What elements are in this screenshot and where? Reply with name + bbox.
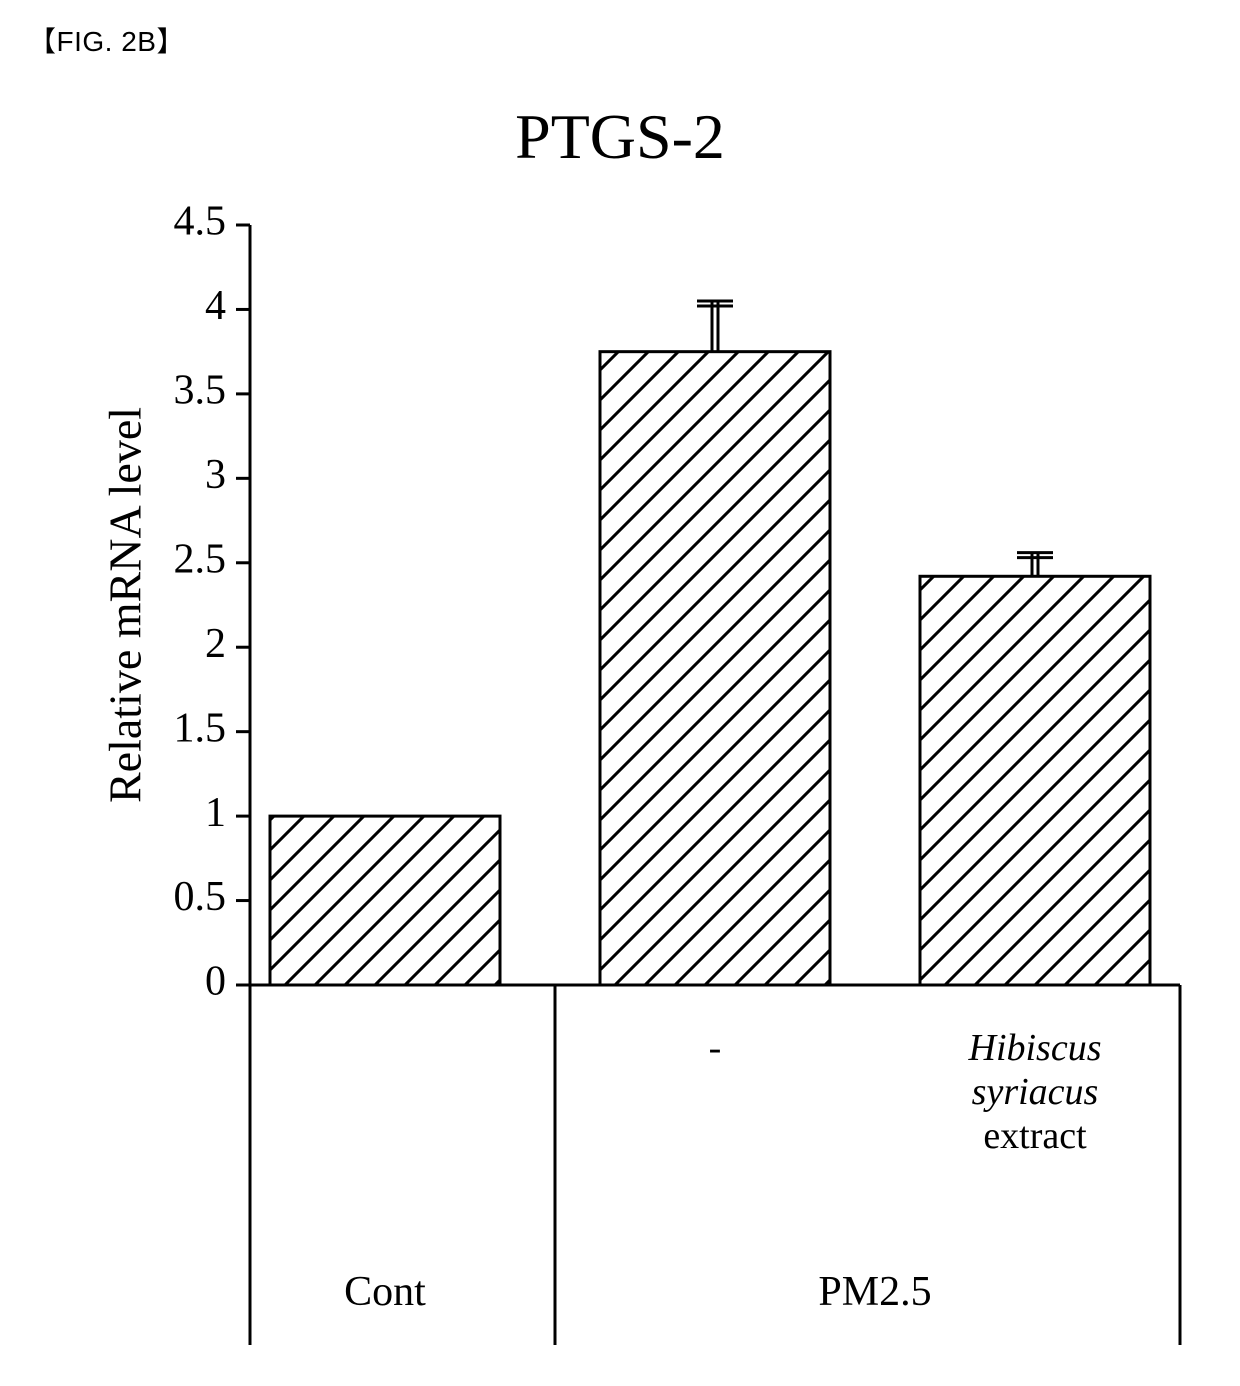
figure-label: 【FIG. 2B】 — [28, 20, 185, 60]
bar-sublabel: - — [709, 1027, 722, 1069]
bar — [600, 352, 830, 985]
bar-sublabel: syriacus — [972, 1071, 1099, 1113]
bar — [920, 576, 1150, 985]
y-tick-label: 3 — [205, 452, 226, 498]
y-tick-label: 1 — [205, 790, 226, 836]
bar-chart: 0 0.5 1 1.5 2 2.5 3 3.5 4 4.5 Relative mRNA level -… — [75, 205, 1190, 1370]
y-tick-label: 0.5 — [174, 874, 227, 920]
bar-sublabel: extract — [983, 1115, 1087, 1157]
group-label: PM2.5 — [818, 1269, 931, 1315]
y-tick-label: 2 — [205, 621, 226, 667]
group-label: Cont — [344, 1269, 426, 1315]
chart-title: PTGS-2 — [0, 100, 1240, 174]
bar-sublabel: Hibiscus — [968, 1027, 1102, 1069]
y-tick-label: 4 — [205, 283, 226, 329]
y-tick-label: 4.5 — [174, 205, 227, 245]
y-tick-label: 3.5 — [174, 368, 227, 414]
chart-svg: 0 0.5 1 1.5 2 2.5 3 3.5 4 4.5 Relative mRNA level -… — [75, 205, 1190, 1370]
y-tick-label: 1.5 — [174, 705, 227, 751]
y-tick-label: 2.5 — [174, 536, 227, 582]
y-tick-label: 0 — [205, 959, 226, 1005]
y-axis-label: Relative mRNA level — [100, 407, 151, 803]
bar — [270, 816, 500, 985]
